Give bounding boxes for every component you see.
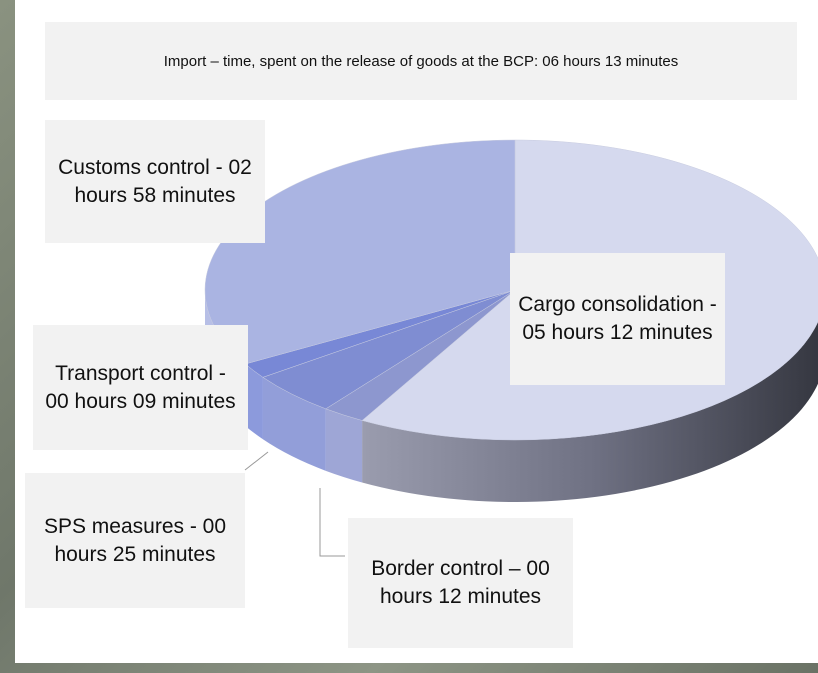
slice-side xyxy=(262,377,326,471)
leader-line xyxy=(319,488,345,557)
slice-label: Transport control - 00 hours 09 minutes xyxy=(33,325,248,450)
slice-label: SPS measures - 00 hours 25 minutes xyxy=(25,473,245,608)
leader-line xyxy=(244,451,269,471)
slice-label: Border control – 00 hours 12 minutes xyxy=(348,518,573,648)
slice-side xyxy=(325,408,363,483)
chart-title: Import – time, spent on the release of g… xyxy=(45,22,797,100)
slice-label: Cargo consolidation - 05 hours 12 minute… xyxy=(510,253,725,385)
slice-side xyxy=(245,363,263,440)
slice-side xyxy=(362,321,818,502)
slice-label: Customs control - 02 hours 58 minutes xyxy=(45,120,265,243)
pie xyxy=(204,139,818,502)
